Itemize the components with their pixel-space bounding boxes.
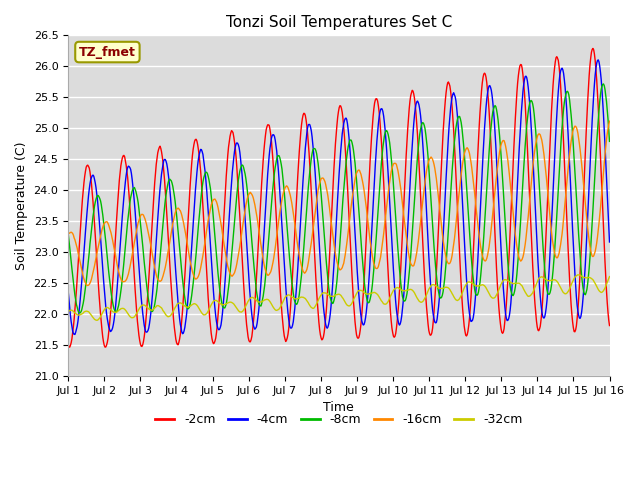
Title: Tonzi Soil Temperatures Set C: Tonzi Soil Temperatures Set C (226, 15, 452, 30)
Text: TZ_fmet: TZ_fmet (79, 46, 136, 59)
Legend: -2cm, -4cm, -8cm, -16cm, -32cm: -2cm, -4cm, -8cm, -16cm, -32cm (150, 408, 527, 431)
Y-axis label: Soil Temperature (C): Soil Temperature (C) (15, 142, 28, 270)
X-axis label: Time: Time (323, 401, 354, 414)
